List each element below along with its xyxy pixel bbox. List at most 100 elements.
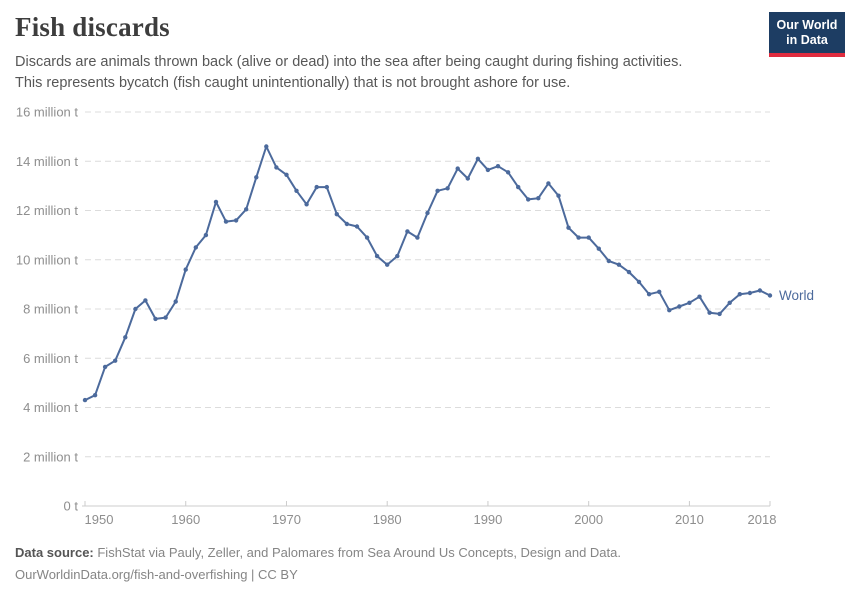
data-point-marker <box>536 196 541 201</box>
x-tick-label: 1960 <box>171 512 200 527</box>
data-point-marker <box>596 246 601 251</box>
gridlines <box>85 111 770 458</box>
x-tick-label: 1970 <box>272 512 301 527</box>
data-point-marker <box>667 308 672 313</box>
data-point-marker <box>697 294 702 299</box>
license-line: OurWorldinData.org/fish-and-overfishing … <box>15 566 298 582</box>
data-point-marker <box>717 311 722 317</box>
chart-area[interactable]: 0 t 2 million t 4 million t 6 million t 8 mi… <box>0 95 850 543</box>
y-tick-label: 12 million t <box>16 203 79 218</box>
data-point-marker <box>606 258 611 264</box>
data-point-marker <box>183 267 188 272</box>
data-point-marker <box>727 300 732 305</box>
data-point-marker <box>203 232 209 238</box>
data-point-marker <box>475 156 481 161</box>
x-tick-label: 2018 <box>748 512 777 527</box>
chart-header: Fish discards Discards are animals throw… <box>15 12 755 93</box>
data-point-marker <box>636 279 642 285</box>
data-point-marker <box>244 207 249 212</box>
data-point-marker <box>364 235 370 240</box>
data-point-marker <box>133 306 138 312</box>
x-tick-label: 1980 <box>373 512 402 527</box>
x-axis: 1950 1960 1970 1980 1990 2000 2010 2018 <box>82 501 776 527</box>
data-point-marker <box>102 364 108 370</box>
x-tick-label: 2010 <box>675 512 704 527</box>
data-point-marker <box>626 269 632 275</box>
data-point-marker <box>193 245 198 250</box>
data-source-text: FishStat via Pauly, Zeller, and Palomare… <box>93 544 621 560</box>
y-tick-label: 8 million t <box>23 302 78 317</box>
data-point-marker <box>757 288 763 293</box>
x-tick-label: 1950 <box>85 512 114 527</box>
data-point-marker <box>153 316 158 322</box>
data-point-marker <box>284 172 289 177</box>
y-tick-label: 16 million t <box>16 105 79 120</box>
page-title: Fish discards <box>15 12 170 42</box>
data-point-marker <box>707 310 712 315</box>
data-point-marker <box>385 262 390 267</box>
data-point-marker <box>415 235 420 240</box>
data-point-marker <box>274 165 279 170</box>
data-point-marker <box>223 219 229 224</box>
y-tick-label: 10 million t <box>16 252 79 267</box>
data-point-marker <box>425 210 430 216</box>
data-point-marker <box>767 293 773 298</box>
y-tick-label: 6 million t <box>23 351 78 366</box>
data-point-marker <box>233 218 239 223</box>
data-point-marker <box>435 188 440 193</box>
y-tick-label: 0 t <box>64 499 79 514</box>
chart-subtitle: Discards are animals thrown back (alive … <box>15 52 755 93</box>
data-point-marker <box>264 144 269 149</box>
data-point-marker <box>123 335 128 340</box>
data-point-marker <box>526 197 531 202</box>
owid-logo: Our World in Data <box>769 12 845 57</box>
data-point-marker <box>657 289 662 294</box>
data-point-marker <box>747 290 753 296</box>
data-point-marker <box>113 358 118 363</box>
chart-footer: Data source: FishStat via Pauly, Zeller,… <box>15 542 621 586</box>
data-source-line: Data source: FishStat via Pauly, Zeller,… <box>15 542 621 564</box>
data-point-marker <box>495 164 501 169</box>
data-point-marker <box>405 229 410 234</box>
data-point-marker <box>616 262 622 267</box>
y-tick-label: 14 million t <box>16 154 79 169</box>
data-point-marker <box>566 225 571 230</box>
data-point-marker <box>344 221 350 227</box>
data-point-marker <box>687 300 692 305</box>
data-point-marker <box>324 184 329 190</box>
owid-logo-line2: in Data <box>786 32 828 47</box>
series-world[interactable]: World <box>82 144 814 403</box>
y-tick-label: 2 million t <box>23 449 78 464</box>
chart-svg[interactable]: 0 t 2 million t 4 million t 6 million t 8 mi… <box>0 95 850 543</box>
subtitle-line-2: This represents bycatch (fish caught uni… <box>15 74 571 91</box>
subtitle-line-1: Discards are animals thrown back (alive … <box>15 54 683 70</box>
data-point-marker <box>485 167 491 173</box>
data-point-marker <box>294 188 299 193</box>
data-point-marker <box>586 235 591 240</box>
data-point-marker <box>646 292 652 297</box>
data-point-marker <box>354 224 360 229</box>
data-point-marker <box>173 299 178 304</box>
owid-logo-line1: Our World <box>776 18 838 32</box>
data-point-marker <box>314 184 319 190</box>
data-point-marker <box>677 304 682 309</box>
data-point-marker <box>334 212 339 217</box>
data-point-marker <box>163 315 168 320</box>
x-tick-label: 1990 <box>473 512 502 527</box>
series-end-label[interactable]: World <box>779 288 814 303</box>
data-point-marker <box>254 175 259 180</box>
data-point-marker <box>143 298 148 303</box>
data-point-marker <box>576 235 581 240</box>
data-point-marker <box>92 393 98 398</box>
data-point-marker <box>445 186 450 191</box>
data-point-marker <box>546 181 551 186</box>
x-tick-label: 2000 <box>574 512 603 527</box>
data-point-marker <box>505 170 511 175</box>
series-line <box>84 145 771 402</box>
data-point-marker <box>556 193 561 198</box>
data-point-marker <box>374 253 380 259</box>
y-tick-label: 4 million t <box>23 400 78 415</box>
data-point-marker <box>82 397 88 403</box>
data-source-label: Data source: <box>15 544 94 560</box>
